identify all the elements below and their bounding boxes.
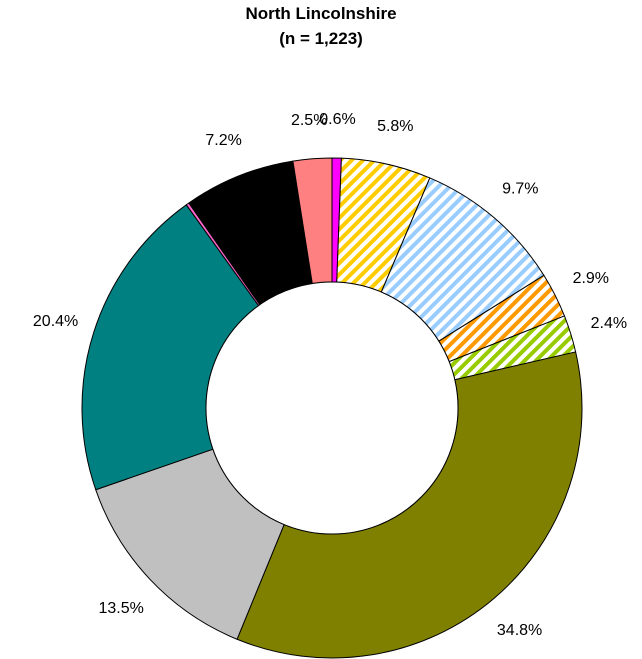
slice-label: 2.5% [291,112,327,129]
donut-hole [205,281,459,535]
slice-label: 0.6% [319,111,355,128]
slice-label: 9.7% [502,181,538,198]
slice-label: 20.4% [33,313,78,330]
chart-subtitle: (n = 1,223) [279,29,363,48]
slice-label: 5.8% [377,118,413,135]
slice-label: 2.4% [591,315,627,332]
chart-title: North Lincolnshire [245,4,397,23]
slice-label: 2.9% [573,270,609,287]
slice-label: 7.2% [205,132,241,149]
slice-label: 13.5% [99,600,144,617]
slice-label: 34.8% [497,622,542,639]
